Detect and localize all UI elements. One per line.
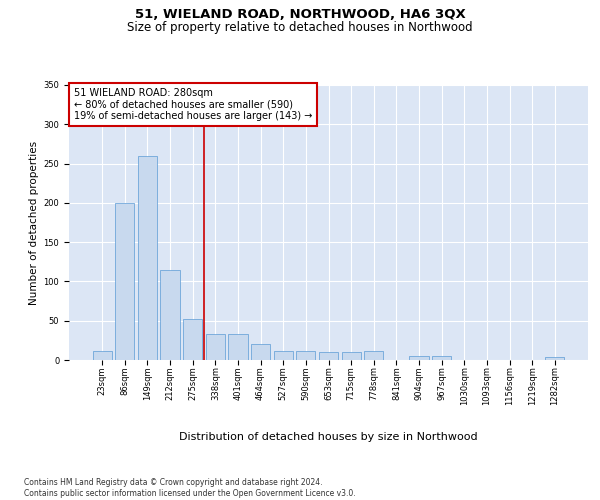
Bar (341, 352, 361, 360)
Text: 51 WIELAND ROAD: 280sqm
← 80% of detached houses are smaller (590)
19% of semi-d: 51 WIELAND ROAD: 280sqm ← 80% of detache… (74, 88, 313, 121)
Bar (183, 319, 202, 360)
Bar (115, 203, 134, 360)
Bar (251, 344, 270, 360)
Bar (274, 350, 293, 360)
Bar (138, 156, 157, 360)
Bar (229, 334, 248, 360)
Bar (160, 270, 180, 360)
Bar (364, 350, 383, 360)
Bar (296, 350, 316, 360)
Bar (545, 357, 565, 360)
Text: Distribution of detached houses by size in Northwood: Distribution of detached houses by size … (179, 432, 478, 442)
Y-axis label: Number of detached properties: Number of detached properties (29, 140, 39, 304)
Text: 51, WIELAND ROAD, NORTHWOOD, HA6 3QX: 51, WIELAND ROAD, NORTHWOOD, HA6 3QX (134, 8, 466, 20)
Bar (92, 350, 112, 360)
Text: Size of property relative to detached houses in Northwood: Size of property relative to detached ho… (127, 21, 473, 34)
Bar (409, 356, 428, 360)
Text: Contains HM Land Registry data © Crown copyright and database right 2024.
Contai: Contains HM Land Registry data © Crown c… (24, 478, 356, 498)
Bar (319, 352, 338, 360)
Bar (206, 334, 225, 360)
Bar (432, 356, 451, 360)
